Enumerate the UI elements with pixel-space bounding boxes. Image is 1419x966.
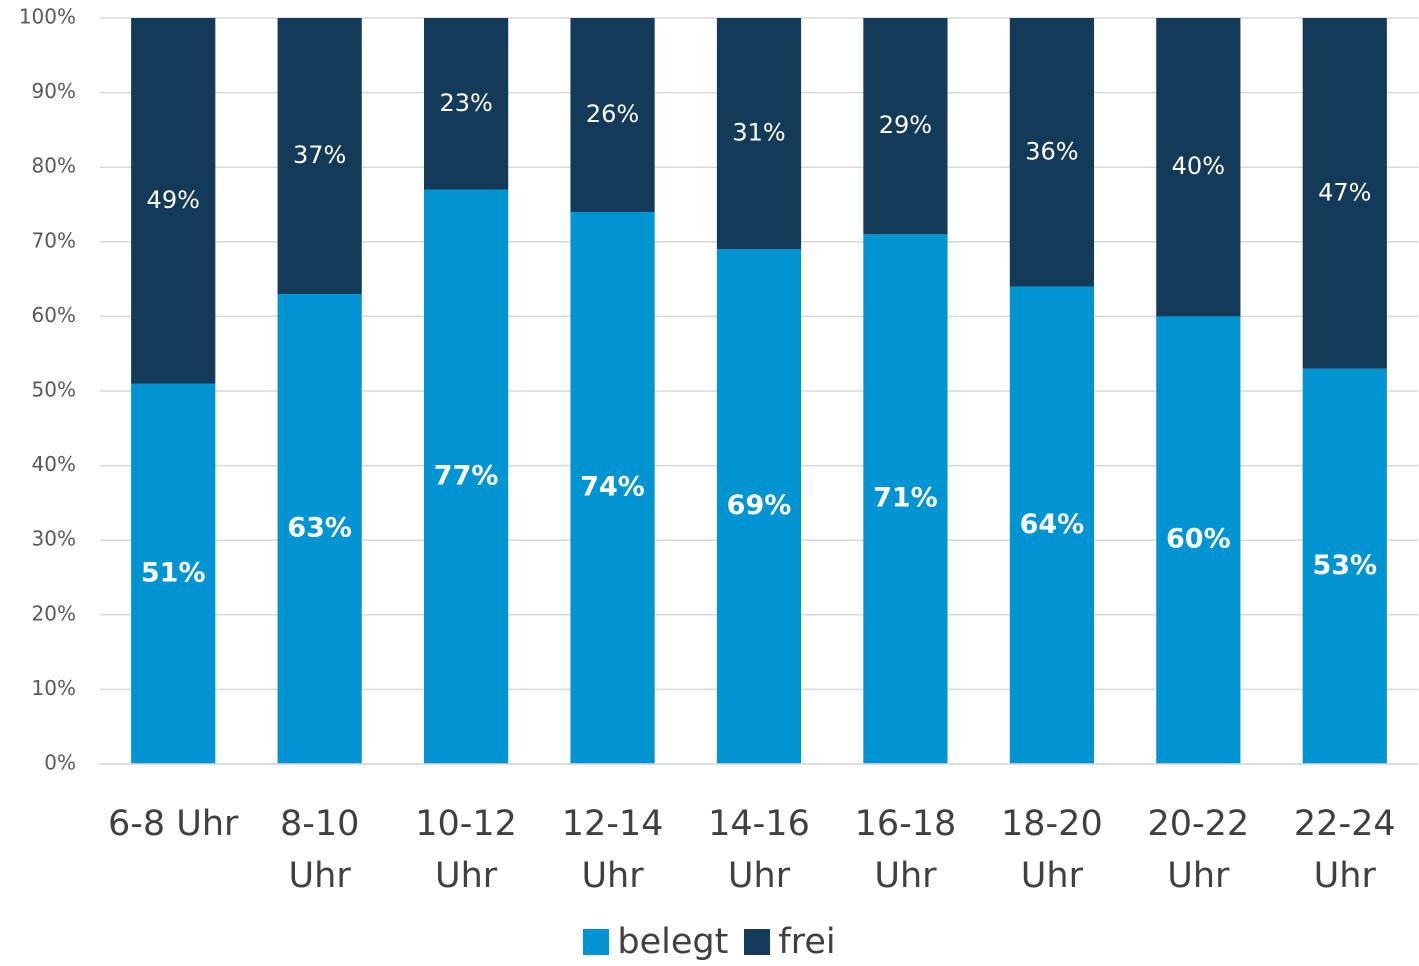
value-label: 31% <box>732 119 785 147</box>
value-label: 71% <box>873 483 938 514</box>
value-label: 26% <box>586 100 639 128</box>
value-label: 63% <box>287 513 352 544</box>
bar-segment <box>1009 18 1094 287</box>
x-tick-label: 6-8 Uhr <box>107 804 239 844</box>
y-tick-label: 60% <box>32 303 76 327</box>
legend-item: frei <box>744 922 836 962</box>
y-tick-label: 90% <box>32 79 76 103</box>
value-label: 53% <box>1312 550 1377 581</box>
x-tick-label: 12-14 Uhr <box>561 804 664 896</box>
bar-segment <box>131 383 216 764</box>
y-tick-label: 80% <box>32 154 76 178</box>
bar-segment <box>424 18 509 190</box>
x-tick-label: 8-10 Uhr <box>279 804 360 896</box>
bar-segment <box>1302 368 1387 764</box>
value-label: 77% <box>434 460 499 491</box>
x-tick-label: 16-18 Uhr <box>854 804 957 896</box>
y-tick-label: 100% <box>19 5 76 29</box>
legend-swatch <box>744 929 771 955</box>
bar-segment <box>863 18 948 235</box>
y-tick-label: 10% <box>32 676 76 700</box>
y-tick-label: 20% <box>32 601 76 625</box>
legend-item: belegt <box>583 922 728 962</box>
x-tick-label: 10-12 Uhr <box>415 804 517 896</box>
bar-segment <box>131 18 216 384</box>
bar-segment <box>424 189 509 764</box>
y-tick-label: 0% <box>44 751 76 775</box>
legend: belegt frei <box>0 922 1419 964</box>
x-tick-label: 22-24 Uhr <box>1293 804 1396 896</box>
y-tick-label: 30% <box>32 527 76 551</box>
bar-segment <box>570 18 655 212</box>
value-label: 74% <box>580 471 645 502</box>
bar-segment <box>1156 18 1241 317</box>
legend-label: frei <box>778 922 836 962</box>
bar-segment <box>1156 316 1241 764</box>
value-label: 69% <box>727 490 792 521</box>
y-tick-label: 50% <box>32 378 76 402</box>
value-label: 29% <box>879 111 932 139</box>
value-label: 64% <box>1020 509 1085 540</box>
bar-segment <box>277 18 362 295</box>
bar-segment <box>570 211 655 764</box>
legend-swatch <box>583 929 610 955</box>
value-label: 49% <box>147 186 200 214</box>
bar-segment <box>716 18 802 250</box>
value-label: 47% <box>1318 178 1371 206</box>
legend-label: belegt <box>617 922 729 962</box>
value-label: 51% <box>141 557 206 588</box>
value-label: 60% <box>1166 524 1231 555</box>
value-label: 23% <box>439 89 492 117</box>
value-label: 37% <box>293 141 346 169</box>
bar-segment <box>716 249 802 764</box>
value-label: 36% <box>1025 137 1078 165</box>
value-label: 40% <box>1172 152 1225 180</box>
bar-segment <box>1009 286 1094 764</box>
x-tick-label: 20-22 Uhr <box>1147 804 1250 896</box>
y-tick-label: 70% <box>32 228 76 252</box>
bar-segment <box>863 234 948 765</box>
x-tick-label: 14-16 Uhr <box>708 804 810 896</box>
bar-segment <box>1302 18 1387 369</box>
y-tick-label: 40% <box>32 452 76 476</box>
x-tick-label: 18-20 Uhr <box>1001 804 1103 896</box>
bar-segment <box>277 294 362 764</box>
